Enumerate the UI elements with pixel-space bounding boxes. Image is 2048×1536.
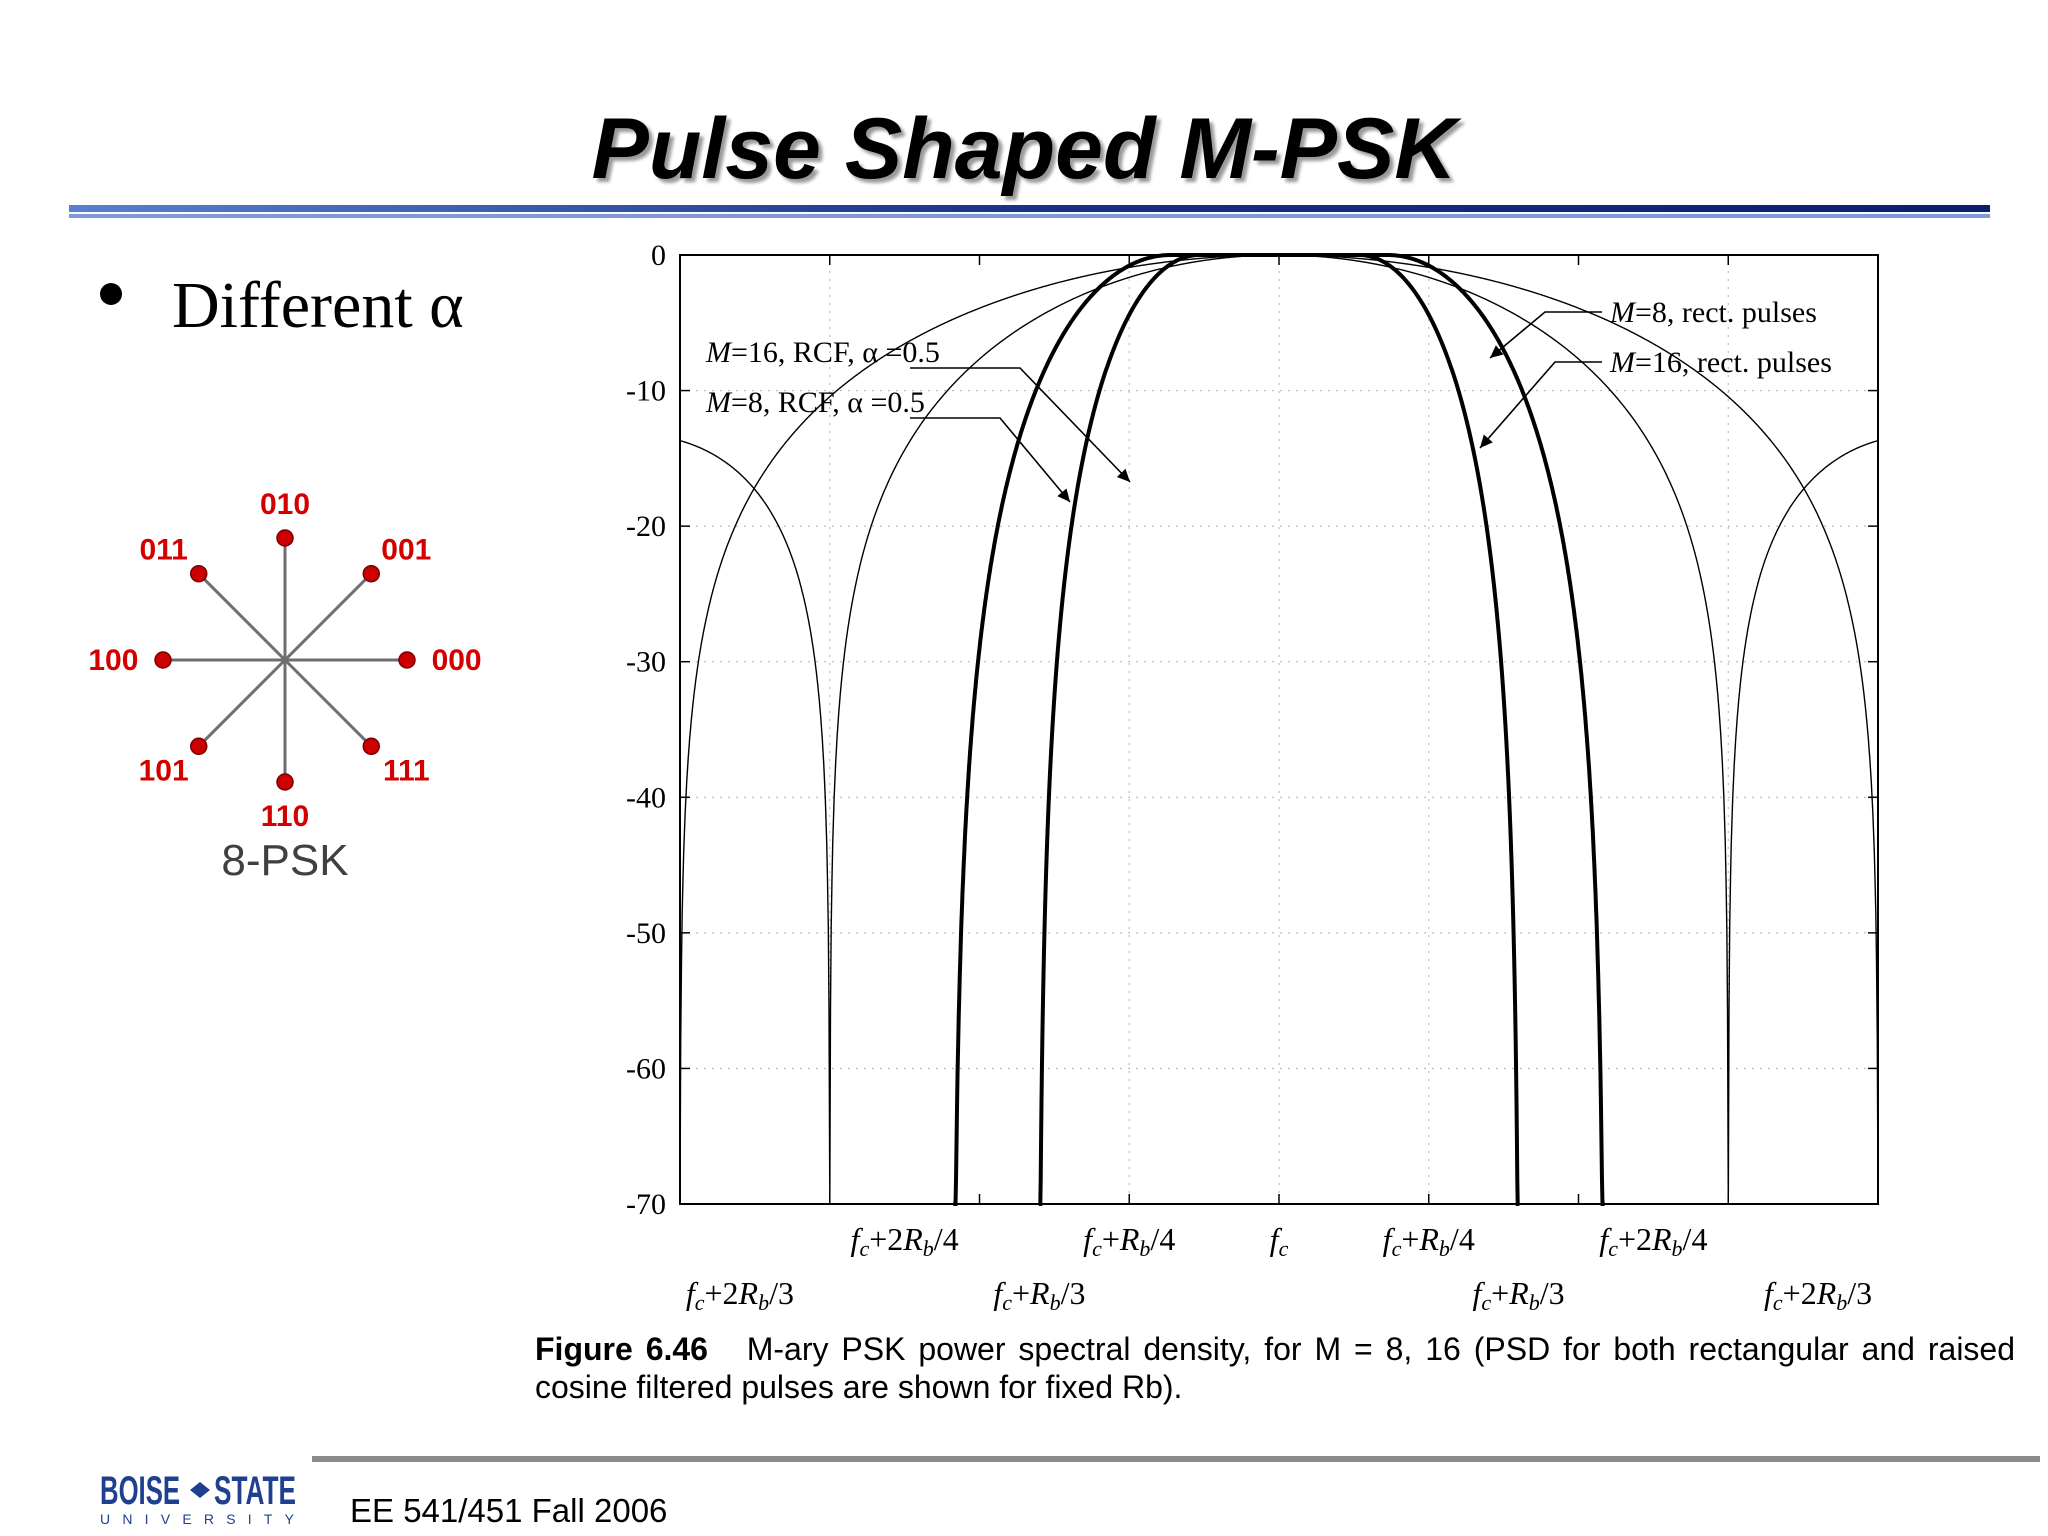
y-tick-label: -10 xyxy=(626,375,666,408)
annotation-arrowhead xyxy=(1490,345,1504,358)
bullet-dot xyxy=(100,282,122,305)
constellation-label: 011 xyxy=(139,534,187,567)
annotation-arrowhead xyxy=(1480,434,1493,448)
y-tick-label: -40 xyxy=(626,781,666,814)
annotation-arrowhead xyxy=(1057,488,1070,502)
y-tick-label: -50 xyxy=(626,917,666,950)
x-tick-label: fc+2Rb/3 xyxy=(686,1275,794,1315)
x-tick-label: fc+2Rb/4 xyxy=(1599,1221,1707,1261)
y-tick-label: -30 xyxy=(626,646,666,679)
constellation-label: 101 xyxy=(139,754,189,787)
annotation-leader xyxy=(1479,361,1602,449)
annotation-leader xyxy=(1489,311,1602,359)
constellation-label: 010 xyxy=(260,488,310,521)
constellation-spoke xyxy=(283,572,373,662)
bullet-item: Different α xyxy=(100,268,464,344)
logo-word-right: STATE xyxy=(214,1469,296,1513)
slide-title: Pulse Shaped M-PSK xyxy=(591,101,1457,197)
constellation-point xyxy=(398,651,416,669)
figure-label: Figure 6.46 xyxy=(535,1331,708,1367)
chart-annotation: M=16, rect. pulses xyxy=(1609,346,1832,379)
logo-word-left: BOISE xyxy=(100,1469,180,1513)
y-tick-label: 0 xyxy=(651,240,666,272)
figure-caption: Figure 6.46 M-ary PSK power spectral den… xyxy=(535,1330,2015,1406)
footer-course: EE 541/451 Fall 2006 xyxy=(350,1492,668,1529)
constellation-caption: 8-PSK xyxy=(221,836,348,885)
chart-annotation: M=8, RCF, α =0.5 xyxy=(705,386,925,419)
y-tick-label: -60 xyxy=(626,1052,666,1085)
boise-state-logo: BOISE STATE UNIVERSITY xyxy=(100,1469,296,1527)
title-underline xyxy=(69,205,1990,218)
constellation-spoke xyxy=(283,658,373,748)
constellation-point xyxy=(189,564,208,583)
psd-chart: 0 -10 -20 -30 -40 -50 -60 -70 fc+2Rb/4 fc+Rb/4 fc… xyxy=(626,240,1879,1315)
x-tick-label: fc xyxy=(1270,1221,1289,1261)
constellation-spoke xyxy=(197,658,287,748)
annotation-leader xyxy=(910,367,1131,483)
constellation-label: 000 xyxy=(432,644,482,677)
constellation-label: 100 xyxy=(88,644,138,677)
logo-university: UNIVERSITY xyxy=(100,1511,295,1527)
constellation-point xyxy=(362,737,381,756)
series-line xyxy=(1038,253,1520,1206)
annotation-arrowhead xyxy=(1116,468,1130,482)
8psk-constellation: 000 001 010 011 100 101 110 111 8-PSK xyxy=(88,488,482,885)
bullet-text: Different α xyxy=(172,269,464,342)
x-tick-label: fc+Rb/3 xyxy=(993,1275,1085,1315)
logo-diamond-icon xyxy=(190,1482,210,1498)
constellation-label: 111 xyxy=(383,754,430,787)
constellation-point xyxy=(276,773,294,791)
x-tick-label: fc+Rb/4 xyxy=(1383,1221,1475,1261)
constellation-point xyxy=(189,737,208,756)
x-tick-label: fc+2Rb/4 xyxy=(851,1221,959,1261)
chart-annotation: M=8, rect. pulses xyxy=(1609,296,1817,329)
chart-annotation: M=16, RCF, α =0.5 xyxy=(705,336,940,369)
constellation-point xyxy=(362,564,381,583)
constellation-label: 110 xyxy=(261,800,309,833)
figure-caption-text: M-ary PSK power spectral density, for M … xyxy=(535,1331,2016,1405)
x-tick-label: fc+Rb/4 xyxy=(1083,1221,1175,1261)
annotation-leader xyxy=(910,417,1071,503)
y-tick-label: -70 xyxy=(626,1188,666,1221)
constellation-spoke xyxy=(197,572,287,662)
constellation-label: 001 xyxy=(381,534,431,567)
x-tick-label: fc+Rb/3 xyxy=(1473,1275,1565,1315)
constellation-point xyxy=(154,651,172,669)
footer-rule xyxy=(312,1456,2040,1462)
constellation-point xyxy=(276,529,294,547)
y-tick-label: -20 xyxy=(626,510,666,543)
x-tick-label: fc+2Rb/3 xyxy=(1764,1275,1872,1315)
